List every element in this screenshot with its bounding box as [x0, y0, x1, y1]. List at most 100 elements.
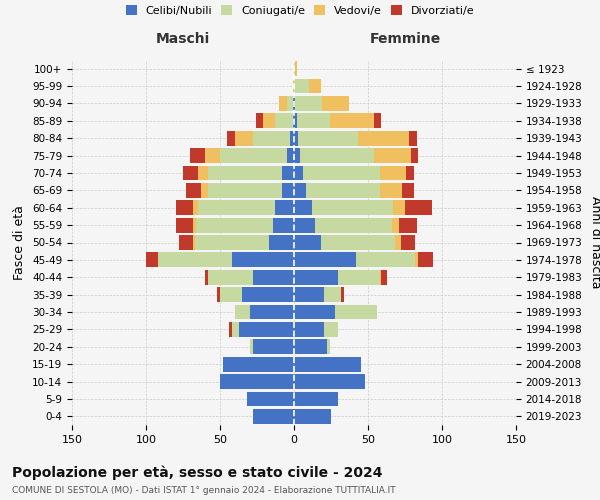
Bar	[402, 183, 414, 198]
Bar	[196, 218, 273, 232]
Bar	[303, 166, 380, 180]
Bar	[294, 322, 323, 337]
Bar	[294, 288, 323, 302]
Bar	[401, 235, 415, 250]
Bar	[295, 62, 297, 76]
Bar	[341, 288, 344, 302]
Bar	[190, 148, 205, 163]
Bar	[294, 340, 326, 354]
Bar	[294, 148, 300, 163]
Bar	[338, 270, 380, 284]
Bar	[239, 322, 294, 337]
Bar	[256, 114, 263, 128]
Text: Maschi: Maschi	[156, 32, 210, 46]
Bar	[193, 235, 195, 250]
Bar	[282, 166, 294, 180]
Bar	[294, 114, 297, 128]
Bar	[253, 340, 294, 354]
Legend: Celibi/Nubili, Coniugati/e, Vedovi/e, Divorziati/e: Celibi/Nubili, Coniugati/e, Vedovi/e, Di…	[121, 0, 479, 20]
Bar	[399, 218, 417, 232]
Bar	[232, 252, 294, 268]
Bar	[208, 270, 253, 284]
Bar	[229, 322, 232, 337]
Bar	[146, 252, 158, 268]
Bar	[409, 131, 417, 146]
Bar	[183, 166, 198, 180]
Bar	[208, 183, 282, 198]
Bar	[193, 218, 196, 232]
Text: COMUNE DI SESTOLA (MO) - Dati ISTAT 1° gennaio 2024 - Elaborazione TUTTITALIA.IT: COMUNE DI SESTOLA (MO) - Dati ISTAT 1° g…	[12, 486, 395, 495]
Bar	[201, 183, 208, 198]
Bar	[294, 96, 295, 111]
Bar	[380, 270, 382, 284]
Bar	[227, 131, 235, 146]
Bar	[380, 166, 406, 180]
Bar	[392, 218, 399, 232]
Bar	[294, 200, 312, 215]
Bar	[232, 322, 239, 337]
Bar	[253, 131, 290, 146]
Bar	[293, 78, 294, 94]
Bar	[176, 200, 193, 215]
Bar	[235, 131, 253, 146]
Bar	[220, 374, 294, 389]
Bar	[294, 78, 309, 94]
Bar	[297, 114, 329, 128]
Bar	[253, 409, 294, 424]
Bar	[315, 218, 392, 232]
Bar	[250, 340, 253, 354]
Bar	[290, 131, 294, 146]
Bar	[295, 96, 322, 111]
Bar	[294, 374, 365, 389]
Bar	[306, 183, 380, 198]
Bar	[176, 218, 193, 232]
Bar	[395, 235, 401, 250]
Bar	[326, 340, 329, 354]
Y-axis label: Fasce di età: Fasce di età	[13, 205, 26, 280]
Bar	[287, 148, 294, 163]
Bar	[418, 252, 433, 268]
Bar	[263, 114, 275, 128]
Bar	[186, 183, 201, 198]
Bar	[205, 148, 220, 163]
Bar	[287, 96, 293, 111]
Bar	[312, 200, 393, 215]
Bar	[223, 357, 294, 372]
Bar	[179, 235, 193, 250]
Bar	[322, 96, 349, 111]
Bar	[235, 304, 250, 320]
Bar	[220, 288, 242, 302]
Bar	[294, 131, 298, 146]
Bar	[374, 114, 382, 128]
Bar	[198, 166, 208, 180]
Bar	[273, 218, 294, 232]
Bar	[293, 96, 294, 111]
Bar	[323, 322, 338, 337]
Bar	[411, 148, 418, 163]
Bar	[294, 392, 338, 406]
Bar	[220, 148, 287, 163]
Bar	[275, 200, 294, 215]
Bar	[374, 148, 411, 163]
Bar	[294, 183, 306, 198]
Bar	[298, 131, 358, 146]
Bar	[275, 114, 293, 128]
Bar	[323, 288, 341, 302]
Bar	[406, 166, 414, 180]
Bar	[294, 218, 315, 232]
Bar	[158, 252, 232, 268]
Bar	[250, 304, 294, 320]
Y-axis label: Anni di nascita: Anni di nascita	[589, 196, 600, 289]
Bar	[242, 288, 294, 302]
Bar	[195, 235, 269, 250]
Text: Femmine: Femmine	[370, 32, 440, 46]
Bar	[294, 409, 331, 424]
Bar	[320, 235, 395, 250]
Bar	[294, 357, 361, 372]
Bar	[253, 270, 294, 284]
Bar	[208, 166, 282, 180]
Bar	[193, 200, 198, 215]
Bar	[382, 270, 387, 284]
Bar	[269, 235, 294, 250]
Bar	[294, 235, 320, 250]
